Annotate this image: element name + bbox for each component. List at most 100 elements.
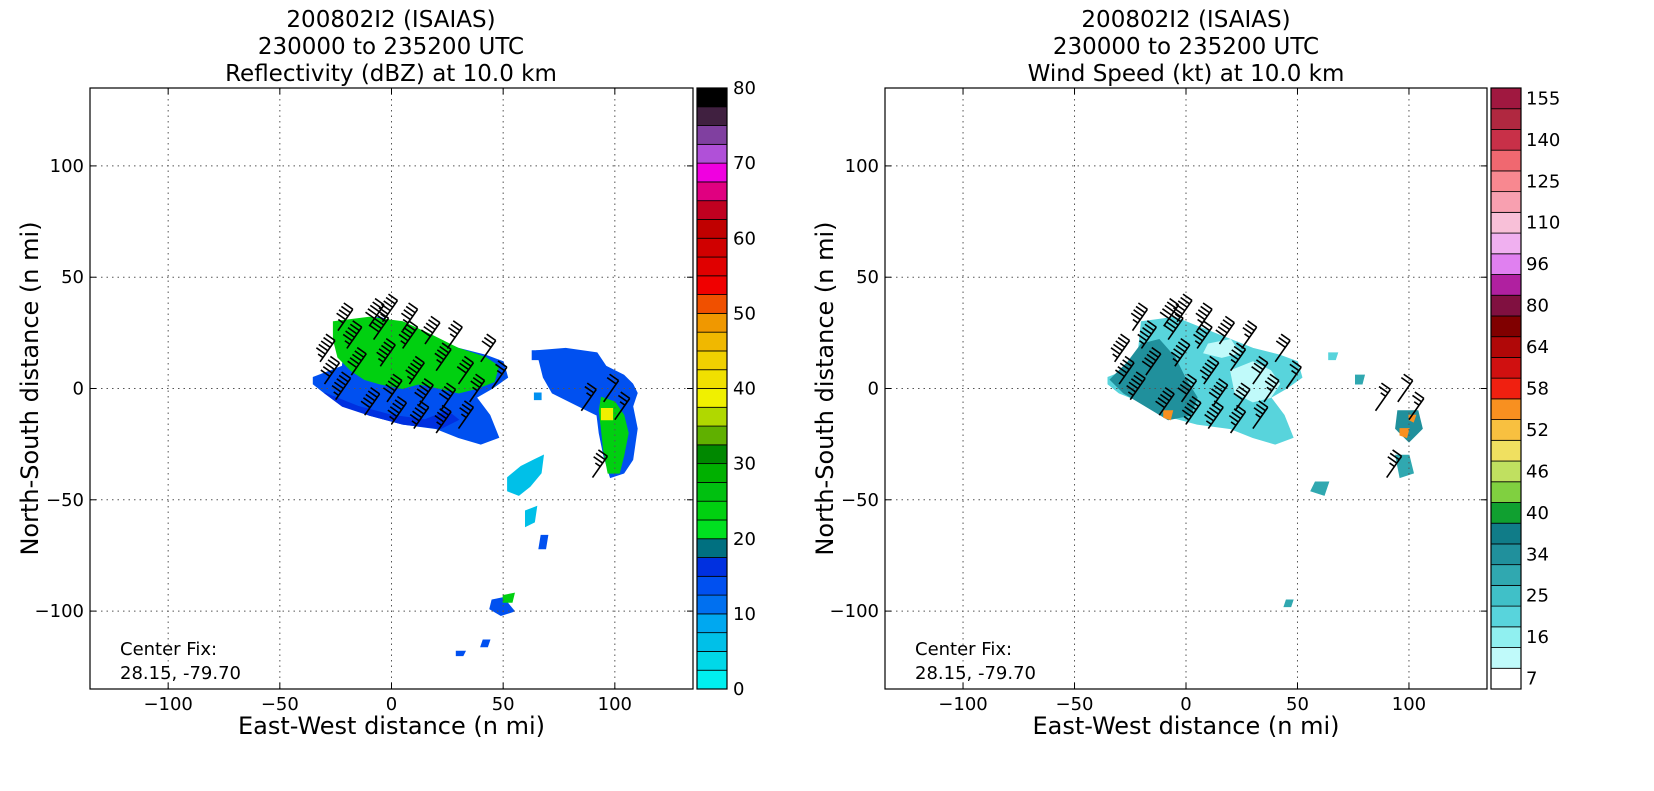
- colorbar-cell: [1490, 584, 1522, 607]
- colorbar: 7 16 25 34 40 46 52 58 64 80 96 110 125 140 155: [1490, 87, 1560, 690]
- barb-feather: [1197, 309, 1208, 317]
- barb-staff: [1274, 340, 1291, 363]
- colorbar-frame: [1490, 87, 1522, 690]
- barb-feather: [483, 336, 494, 345]
- barb-feather: [336, 378, 347, 386]
- x-axis-label: East-West distance (n mi): [1032, 712, 1339, 740]
- barb-feather: [461, 359, 472, 367]
- wind-barb: [1241, 320, 1258, 349]
- data-region: [525, 505, 538, 528]
- barb-feather: [1233, 408, 1244, 416]
- barb-feather: [617, 394, 628, 403]
- y-axis-label: North-South distance (n mi): [811, 221, 839, 555]
- barb-feather: [1255, 413, 1262, 419]
- wind-barb: [387, 395, 408, 425]
- barb-feather: [1144, 357, 1155, 365]
- colorbar-cell: [696, 200, 728, 220]
- barb-feather: [1378, 385, 1389, 394]
- chart-panel-2: 200802I2 (ISAIAS)230000 to 235200 UTCWin…: [811, 7, 1560, 740]
- barb-feather: [383, 300, 394, 308]
- wind-barb: [382, 373, 403, 403]
- barb-feather: [606, 377, 617, 385]
- barb-feather: [1181, 409, 1192, 418]
- wind-barb: [376, 337, 396, 367]
- colorbar-cell: [1490, 87, 1522, 110]
- barb-feather: [369, 324, 380, 333]
- data-region: [455, 650, 467, 657]
- barb-feather: [327, 359, 338, 367]
- colorbar-cell: [1490, 274, 1522, 296]
- wind-barb: [1208, 378, 1229, 407]
- barb-feather: [1115, 369, 1125, 378]
- barb-feather: [405, 305, 416, 314]
- barb-feather: [1174, 313, 1181, 319]
- barb-feather: [1182, 293, 1193, 302]
- data-region: [600, 408, 614, 421]
- barb-feather: [620, 391, 631, 400]
- wind-barb: [434, 342, 452, 372]
- barb-feather: [456, 366, 467, 374]
- barb-feather: [1230, 421, 1237, 427]
- barb-feather: [1128, 381, 1139, 390]
- wind-barb: [1172, 293, 1193, 323]
- colorbar-cell: [696, 519, 728, 540]
- x-tick-label: 100: [598, 694, 632, 715]
- barb-feather: [1184, 377, 1195, 385]
- colorbar-cell: [1490, 294, 1522, 317]
- colorbar-cell: [1490, 626, 1522, 648]
- data-region: [480, 639, 491, 648]
- barb-staff: [372, 317, 390, 340]
- colorbar-cell: [696, 256, 728, 277]
- barb-feather: [1247, 320, 1258, 328]
- barb-feather: [1137, 302, 1148, 310]
- colorbar-cell: [696, 575, 728, 596]
- barb-feather: [380, 313, 387, 319]
- barb-feather: [400, 340, 407, 345]
- barb-feather: [475, 373, 486, 382]
- wind-barb: [1159, 297, 1180, 327]
- wind-barb: [1115, 355, 1135, 385]
- barb-feather: [1213, 400, 1224, 408]
- barb-feather: [341, 371, 352, 379]
- barb-feather: [414, 391, 425, 400]
- barb-feather: [1175, 303, 1186, 312]
- colorbar-cell: [1490, 564, 1522, 586]
- barb-feather: [354, 350, 365, 358]
- colorbar-cell: [696, 312, 728, 333]
- colorbar-cell: [1490, 522, 1522, 545]
- barb-staff: [491, 366, 508, 389]
- barb-staff: [1180, 380, 1198, 403]
- barb-feather: [472, 377, 483, 385]
- barb-feather: [481, 340, 492, 348]
- barb-feather: [1155, 400, 1166, 409]
- colorbar-tick-label: 52: [1526, 420, 1549, 441]
- barb-feather: [385, 296, 396, 305]
- barb-feather: [1193, 333, 1203, 342]
- barb-feather: [1275, 340, 1286, 348]
- barb-feather: [448, 326, 458, 335]
- barb-feather: [1224, 315, 1235, 324]
- barb-feather: [459, 407, 470, 415]
- y-tick-label: 50: [856, 267, 879, 288]
- barb-feather: [434, 352, 445, 361]
- colorbar-tick-label: 50: [733, 303, 756, 324]
- barb-feather: [379, 311, 390, 319]
- barb-feather: [1202, 302, 1213, 310]
- colorbar-cell: [696, 87, 728, 108]
- colorbar-cell: [1490, 419, 1522, 441]
- barb-feather: [1209, 355, 1220, 364]
- barb-feather: [409, 413, 420, 422]
- barb-feather: [1161, 308, 1172, 316]
- barb-feather: [1139, 340, 1145, 345]
- colorbar-tick-label: 20: [733, 529, 756, 550]
- colorbar-cell: [696, 482, 728, 502]
- colorbar-cell: [1490, 211, 1522, 234]
- barb-feather: [367, 308, 378, 316]
- barb-feather: [347, 326, 358, 335]
- barb-feather: [352, 320, 363, 328]
- colorbar-tick-label: 0: [733, 679, 744, 700]
- wind-barb: [365, 297, 385, 327]
- wind-barb: [420, 315, 441, 345]
- wind-barb: [580, 382, 597, 412]
- colorbar-cell: [696, 350, 728, 371]
